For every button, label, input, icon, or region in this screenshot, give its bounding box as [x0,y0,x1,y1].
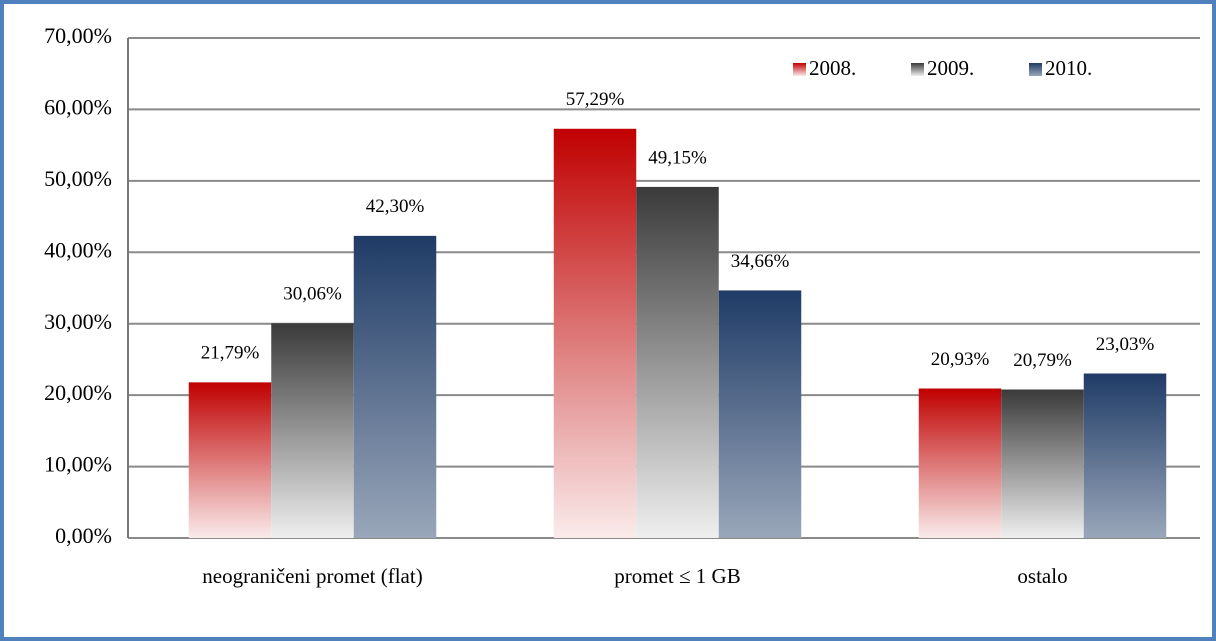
y-tick-label: 30,00% [44,309,112,334]
bar [353,235,437,538]
value-label: 57,29% [566,89,625,110]
bar [271,323,354,538]
legend-label: 2009. [927,56,974,80]
value-label: 34,66% [731,251,790,272]
x-tick-label: ostalo [1017,564,1067,588]
y-tick-label: 70,00% [44,23,112,48]
bar [188,382,272,538]
x-tick-label: promet ≤ 1 GB [614,564,740,588]
bar [1083,373,1167,538]
value-label: 23,03% [1096,334,1155,355]
value-label: 20,93% [931,349,990,370]
legend-label: 2008. [809,56,856,80]
value-label: 42,30% [366,196,425,217]
value-label: 21,79% [201,343,260,364]
y-tick-label: 20,00% [44,380,112,405]
legend-swatch [793,63,806,76]
bar [553,128,637,539]
x-tick-label: neograničeni promet (flat) [202,564,422,588]
bar [636,186,719,538]
y-tick-label: 60,00% [44,94,112,119]
y-tick-label: 40,00% [44,237,112,262]
y-tick-label: 0,00% [55,523,112,548]
value-label: 49,15% [648,147,707,168]
y-tick-label: 10,00% [44,452,112,477]
legend-label: 2010. [1045,56,1092,80]
bar [718,290,802,538]
value-label: 20,79% [1013,350,1072,371]
legend-swatch [1029,63,1042,76]
legend-swatch [911,63,924,76]
y-tick-label: 50,00% [44,166,112,191]
bar [1001,389,1084,538]
value-label: 30,06% [283,284,342,305]
bar [918,388,1002,538]
